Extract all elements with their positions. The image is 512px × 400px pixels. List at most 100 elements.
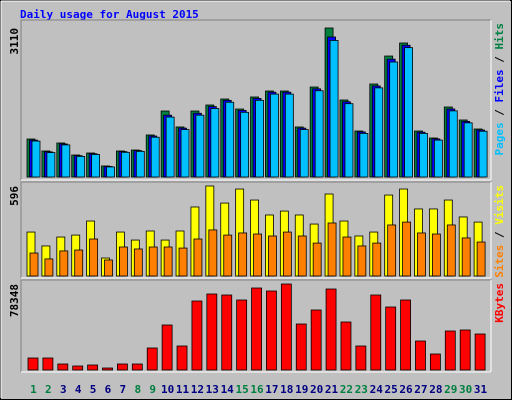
x-tick-label: 28 <box>429 383 442 396</box>
legend-separator: / <box>493 103 506 123</box>
bar <box>223 234 233 277</box>
x-tick-label: 16 <box>250 383 264 396</box>
bar <box>429 353 441 371</box>
bar <box>87 364 99 371</box>
bar <box>385 306 397 371</box>
bar <box>251 287 262 371</box>
x-tick-label: 8 <box>134 383 141 396</box>
x-tick-label: 29 <box>444 383 457 396</box>
bar <box>76 155 86 178</box>
bar <box>146 347 158 371</box>
bar <box>161 324 173 371</box>
bar <box>135 150 145 178</box>
bar <box>327 222 337 277</box>
bar <box>370 294 382 371</box>
bar <box>342 236 352 277</box>
x-tick-label: 15 <box>235 383 248 396</box>
bar <box>297 235 307 277</box>
chart-title: Daily usage for August 2015 <box>20 8 199 21</box>
x-tick-label: 25 <box>385 383 398 396</box>
x-tick-label: 27 <box>414 383 427 396</box>
bar <box>270 93 279 178</box>
bar <box>374 87 384 178</box>
legend-separator: / <box>493 225 506 245</box>
bar <box>299 129 309 178</box>
bar <box>225 101 235 178</box>
legend: Pages / Files / Hits <box>493 23 506 156</box>
bar <box>102 367 113 371</box>
bar <box>463 122 473 178</box>
bar <box>417 232 426 277</box>
bar <box>419 133 428 178</box>
bar <box>312 242 322 277</box>
bar <box>357 245 367 277</box>
bar <box>74 249 84 277</box>
legend-entry: Pages <box>493 122 506 155</box>
x-tick-label: 14 <box>221 383 235 396</box>
bar <box>236 299 248 371</box>
bar <box>104 259 113 277</box>
bar <box>165 116 175 178</box>
bar <box>431 233 441 277</box>
bar <box>191 300 203 371</box>
bar <box>240 111 250 178</box>
legend-separator: / <box>493 50 506 70</box>
bar <box>253 233 262 277</box>
x-tick-label: 18 <box>280 383 293 396</box>
bar <box>474 333 486 371</box>
x-tick-label: 24 <box>370 383 384 396</box>
bar <box>121 151 130 178</box>
bar <box>400 299 411 371</box>
bar <box>210 108 220 178</box>
x-tick-label: 3 <box>60 383 67 396</box>
legend-entry: Sites <box>493 245 506 278</box>
bar <box>282 231 292 277</box>
y-tick-label: 78348 <box>8 284 21 317</box>
bar <box>448 110 458 178</box>
legend-entry: Hits <box>493 23 506 50</box>
bar <box>193 238 203 277</box>
bar <box>404 47 413 178</box>
bar <box>27 357 39 371</box>
bar <box>180 129 190 178</box>
bar <box>344 103 354 178</box>
bar <box>446 224 456 277</box>
x-tick-label: 1 <box>30 383 37 396</box>
bar <box>389 61 399 178</box>
legend-entry: Visits <box>493 185 506 225</box>
bar <box>72 365 84 371</box>
x-tick-label: 20 <box>310 383 323 396</box>
bar <box>163 246 173 277</box>
bar <box>206 293 218 371</box>
bar <box>476 241 486 277</box>
bar <box>433 139 443 178</box>
bar <box>46 152 56 178</box>
x-tick-label: 31 <box>474 383 488 396</box>
bar <box>29 252 39 277</box>
x-tick-label: 5 <box>90 383 97 396</box>
bar <box>42 357 54 371</box>
legend-entry: Files <box>493 69 506 102</box>
bar <box>221 294 233 371</box>
bar <box>402 221 411 277</box>
bar <box>295 323 307 371</box>
legend: KBytes <box>493 283 506 323</box>
bar <box>329 40 339 178</box>
x-tick-label: 10 <box>161 383 174 396</box>
bar <box>478 130 488 178</box>
x-tick-label: 2 <box>45 383 52 396</box>
bar <box>117 363 128 371</box>
bar <box>284 93 294 178</box>
bar <box>268 235 277 277</box>
bar <box>444 330 456 371</box>
x-tick-label: 17 <box>265 383 278 396</box>
bar <box>133 248 143 277</box>
bar <box>280 283 292 371</box>
bar <box>150 136 160 178</box>
x-tick-label: 23 <box>355 383 368 396</box>
bar <box>359 133 369 178</box>
x-tick-label: 19 <box>295 383 308 396</box>
bar <box>89 238 99 277</box>
bar <box>340 321 352 371</box>
bar <box>61 144 71 178</box>
